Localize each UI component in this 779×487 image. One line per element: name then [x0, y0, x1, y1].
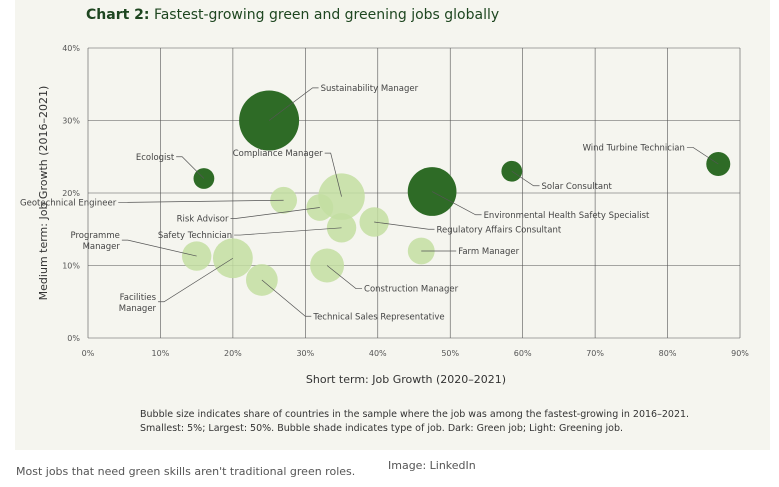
chart-title-text: Fastest-growing green and greening jobs … [153, 7, 500, 23]
chart-panel [15, 0, 770, 450]
y-tick-label: 0% [67, 334, 80, 343]
y-axis-title: Medium term: Job Growth (2016–2021) [37, 86, 50, 301]
leader-line [261, 279, 312, 317]
x-tick-label: 0% [82, 349, 95, 358]
leader-line [324, 152, 342, 197]
y-tick-label: 40% [62, 44, 80, 53]
y-tick-label: 30% [62, 117, 80, 126]
leader-line [158, 257, 234, 303]
bubble-label: Solar Consultant [542, 182, 613, 192]
image-credit: Image: LinkedIn [388, 459, 476, 472]
bubble-label: Sustainability Manager [321, 84, 419, 94]
x-tick-label: 60% [514, 349, 532, 358]
bubble-label: Technical Sales Representative [312, 312, 444, 322]
x-tick-label: 10% [152, 349, 170, 358]
bubble-label: Farm Manager [458, 247, 519, 257]
chart-title: Chart 2: Fastest-growing green and green… [86, 7, 499, 23]
y-tick-label: 20% [62, 189, 80, 198]
x-axis-title: Short term: Job Growth (2020–2021) [306, 373, 506, 386]
x-tick-label: 90% [731, 349, 749, 358]
leader-line [431, 191, 482, 216]
bubble-label: Safety Technician [158, 231, 232, 241]
leader-line [176, 156, 205, 179]
bubble-label: Risk Advisor [177, 214, 229, 224]
leader-line [234, 227, 342, 236]
leader-line [326, 265, 363, 290]
leader-line [511, 170, 540, 187]
x-tick-label: 80% [659, 349, 677, 358]
bubble-chart: 0% 10% 20% 30% 40% 50% 60% 70% 80% 90% 0% 10% 20% 30%… [20, 44, 749, 386]
image-caption: Most jobs that need green skills aren't … [16, 465, 356, 478]
chart-title-number: Chart 2: [86, 7, 150, 23]
leader-line [268, 87, 319, 121]
bubble-label: Programme Manager [70, 231, 120, 252]
chart-note: Bubble size indicates share of countries… [140, 408, 689, 436]
bubble-label: Compliance Manager [233, 149, 323, 159]
x-tick-label: 70% [586, 349, 604, 358]
bubble-label: Geotechnical Engineer [20, 198, 117, 208]
leader-line [118, 199, 284, 203]
x-tick-label: 30% [296, 349, 314, 358]
note-line-2: Smallest: 5%; Largest: 50%. Bubble shade… [140, 423, 624, 434]
bubble-label: Wind Turbine Technician [583, 143, 685, 153]
x-tick-label: 50% [441, 349, 459, 358]
bubble-label: Environmental Health Safety Specialist [484, 211, 650, 221]
leader-line [374, 221, 435, 230]
bubble-label: Ecologist [136, 153, 175, 163]
note-line-1: Bubble size indicates share of countries… [140, 409, 690, 420]
bubble-label: Regulatory Affairs Consultant [436, 225, 561, 235]
y-tick-label: 10% [62, 262, 80, 271]
leader-line [121, 239, 197, 257]
x-tick-label: 40% [369, 349, 387, 358]
bubble [326, 213, 357, 243]
bubble-label: Construction Manager [364, 285, 459, 295]
bubble-label: Facilities Manager [119, 293, 157, 314]
leader-line [230, 207, 320, 219]
x-tick-label: 20% [224, 349, 242, 358]
leader-line [686, 146, 719, 165]
